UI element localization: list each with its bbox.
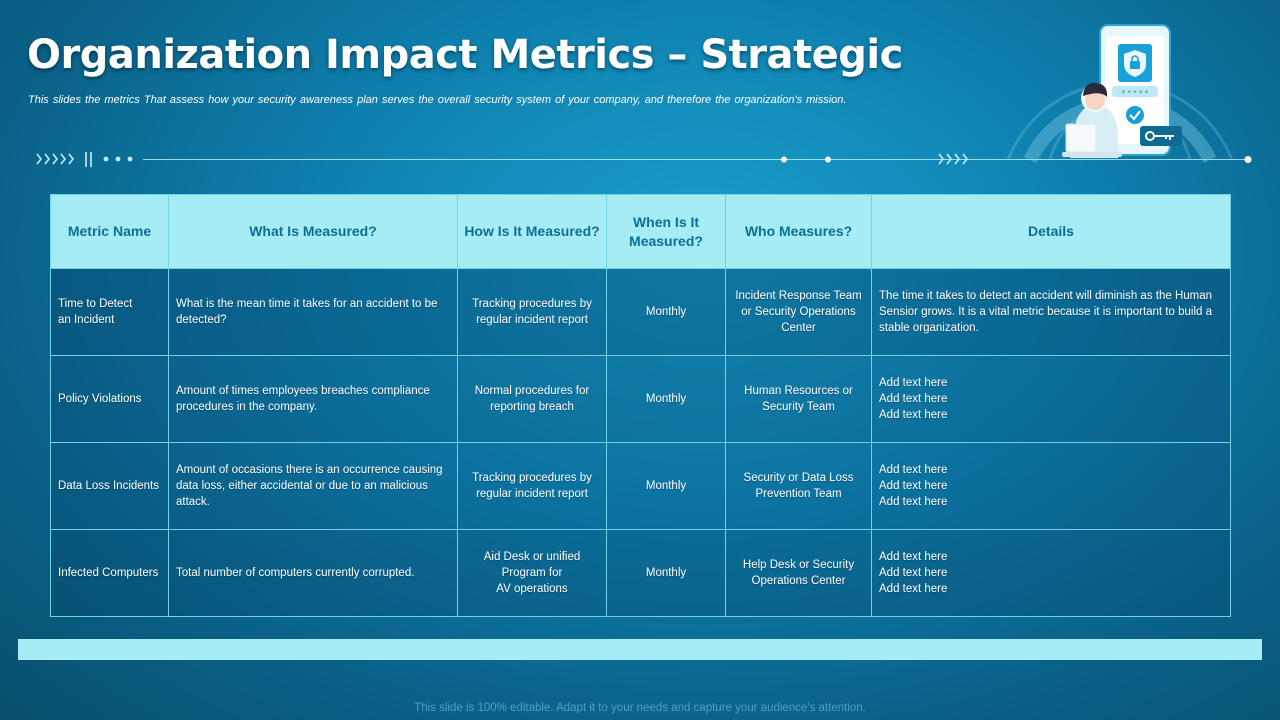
table-row: Time to Detect an Incident What is the m… [50,268,1231,356]
page-title: Organization Impact Metrics – Strategic [27,32,903,78]
divider-dots [781,156,1252,163]
table-row: Policy Violations Amount of times employ… [50,355,1231,443]
header-what-measured: What Is Measured? [168,194,458,269]
header-who-measures: Who Measures? [725,194,872,269]
metrics-table: Metric Name What Is Measured? How Is It … [50,194,1231,617]
metric-name-cell: Data Loss Incidents [50,442,169,530]
what-measured-cell: Amount of occasions there is an occurren… [168,442,458,530]
pause-bars-icon [85,152,92,167]
when-measured-cell: Monthly [606,442,726,530]
who-measures-cell: Security or Data Loss Prevention Team [725,442,872,530]
who-measures-cell: Help Desk or Security Operations Center [725,529,872,617]
chevrons-left-icon [36,153,75,165]
details-cell: Add text here Add text here Add text her… [871,529,1231,617]
chevrons-right-icon [938,153,969,165]
details-cell: Add text here Add text here Add text her… [871,442,1231,530]
header-details: Details [871,194,1231,269]
what-measured-cell: What is the mean time it takes for an ac… [168,268,458,356]
when-measured-cell: Monthly [606,355,726,443]
details-cell: The time it takes to detect an accident … [871,268,1231,356]
check-icon [1126,106,1144,124]
bottom-accent-bar [18,639,1262,660]
page-subtitle: This slides the metrics That assess how … [28,94,847,106]
dots-icon [103,156,133,162]
when-measured-cell: Monthly [606,268,726,356]
header-how-measured: How Is It Measured? [457,194,607,269]
key-icon [1140,126,1182,146]
metric-name-cell: Time to Detect an Incident [50,268,169,356]
metric-name-cell: Infected Computers [50,529,169,617]
security-illustration: * * * * * [1006,24,1234,164]
person-with-laptop-icon [1062,82,1122,158]
shield-lock-icon [1118,44,1152,82]
password-mask: * * * * * [1122,89,1149,97]
when-measured-cell: Monthly [606,529,726,617]
who-measures-cell: Human Resources or Security Team [725,355,872,443]
what-measured-cell: Amount of times employees breaches compl… [168,355,458,443]
details-cell: Add text here Add text here Add text her… [871,355,1231,443]
how-measured-cell: Normal procedures for reporting breach [457,355,607,443]
how-measured-cell: Tracking procedures by regular incident … [457,442,607,530]
how-measured-cell: Tracking procedures by regular incident … [457,268,607,356]
decorative-divider [36,152,1252,167]
who-measures-cell: Incident Response Team or Security Opera… [725,268,872,356]
metric-name-cell: Policy Violations [50,355,169,443]
footer-note: This slide is 100% editable. Adapt it to… [414,702,866,714]
table-header-row: Metric Name What Is Measured? How Is It … [50,194,1231,269]
table-row: Data Loss Incidents Amount of occasions … [50,442,1231,530]
header-metric-name: Metric Name [50,194,169,269]
how-measured-cell: Aid Desk or unified Program for AV opera… [457,529,607,617]
header-when-measured: When Is It Measured? [606,194,726,269]
table-row: Infected Computers Total number of compu… [50,529,1231,617]
what-measured-cell: Total number of computers currently corr… [168,529,458,617]
